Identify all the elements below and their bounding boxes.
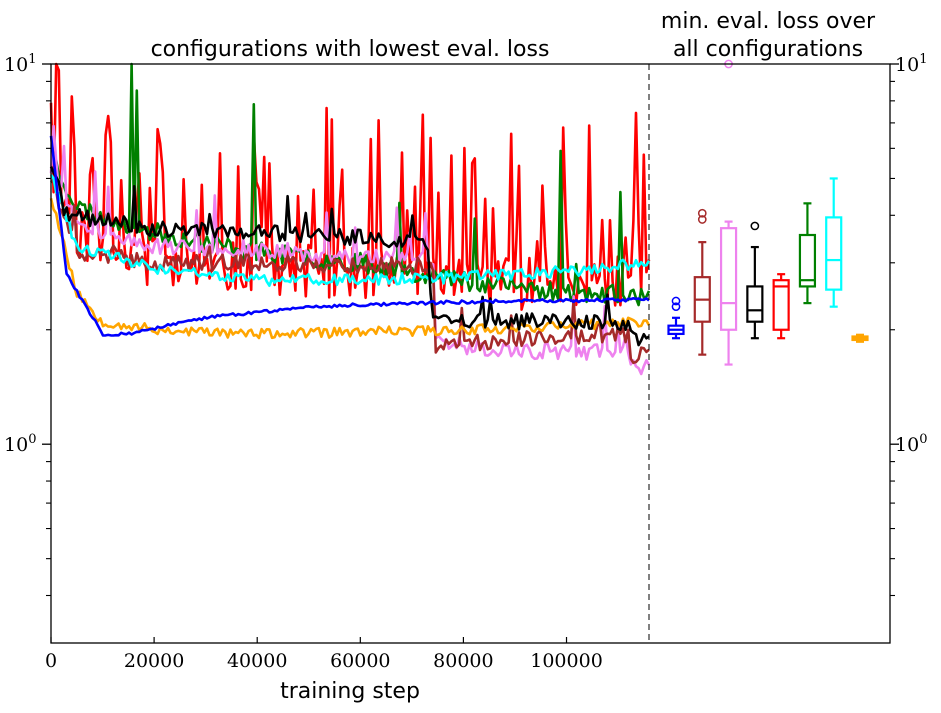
tick-layer: 0 20000 40000 60000 80000 100000 101 101 100 100 bbox=[4, 52, 927, 672]
box-body bbox=[746, 285, 764, 323]
y-tick-label-right: 100 bbox=[895, 432, 927, 456]
boxplot-0 bbox=[667, 296, 685, 340]
x-tick-label: 100000 bbox=[530, 650, 603, 672]
title-left: configurations with lowest eval. loss bbox=[151, 37, 550, 62]
box-body bbox=[772, 279, 790, 331]
box-flier bbox=[750, 221, 760, 231]
boxplot-1 bbox=[693, 208, 711, 356]
series-line-7 bbox=[49, 135, 650, 337]
x-axis-label: training step bbox=[280, 679, 420, 704]
x-tick-label: 0 bbox=[45, 650, 57, 672]
boxplot-4 bbox=[772, 273, 790, 340]
plot-frame bbox=[50, 63, 891, 644]
boxplot-3 bbox=[746, 221, 764, 340]
boxplot-6 bbox=[825, 177, 843, 308]
box-flier bbox=[697, 215, 707, 224]
series-layer bbox=[49, 62, 651, 376]
y-tick-label-left: 100 bbox=[4, 432, 36, 456]
box-flier bbox=[671, 296, 681, 306]
title-right-line1: min. eval. loss over bbox=[661, 9, 876, 34]
boxplot-2 bbox=[719, 59, 738, 366]
x-tick-label: 40000 bbox=[227, 650, 287, 672]
y-tick-label-right: 101 bbox=[895, 52, 927, 76]
title-right-line2: all configurations bbox=[673, 37, 863, 62]
x-tick-label: 60000 bbox=[330, 650, 390, 672]
series-line-6 bbox=[49, 166, 650, 347]
box-body bbox=[798, 233, 817, 288]
x-tick-label: 20000 bbox=[124, 650, 184, 672]
box-body bbox=[719, 227, 738, 331]
series-line-3 bbox=[50, 178, 650, 365]
series-line-2 bbox=[49, 124, 651, 376]
x-tick-label: 80000 bbox=[433, 650, 493, 672]
boxplot-layer bbox=[667, 59, 869, 366]
y-tick-label-left: 101 bbox=[4, 52, 36, 76]
boxplot-7 bbox=[851, 333, 869, 343]
box-flier bbox=[671, 302, 681, 312]
series-line-5 bbox=[49, 174, 651, 287]
box-flier bbox=[697, 208, 707, 218]
boxplot-5 bbox=[798, 202, 817, 305]
box-body bbox=[825, 216, 843, 291]
